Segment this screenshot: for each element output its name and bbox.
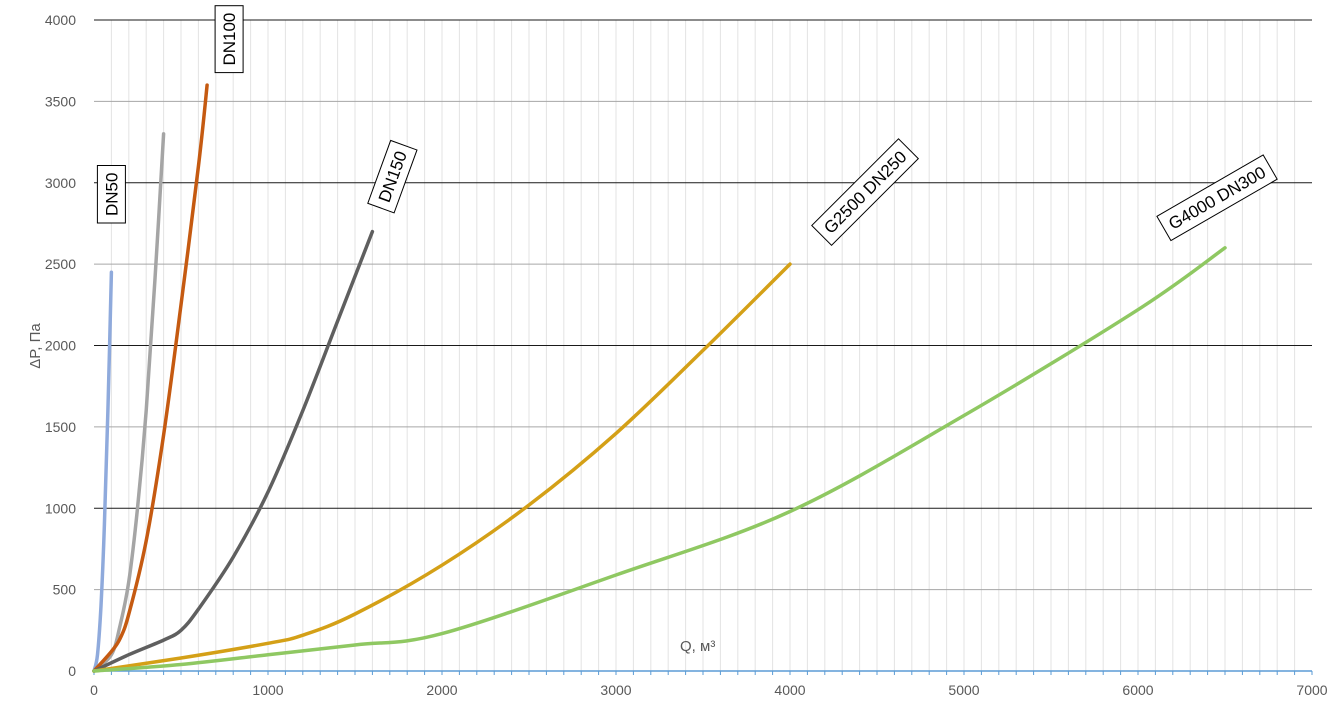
x-tick-label: 2000 — [426, 682, 457, 698]
series-label-box — [367, 139, 418, 214]
series-label-g4000-dn300: G4000 DN300 — [1156, 154, 1278, 242]
series-label-box — [214, 5, 244, 74]
x-tick-label: 6000 — [1122, 682, 1153, 698]
y-tick-label: 2500 — [45, 256, 76, 272]
series-label-text: DN50 — [102, 173, 121, 216]
series-label-text: DN100 — [220, 13, 239, 66]
series-label-box — [96, 165, 126, 224]
series-label-text: G2500 DN250 — [820, 147, 910, 237]
series-line-dn100 — [92, 83, 209, 673]
y-tick-label: 500 — [53, 582, 77, 598]
series-line-dn150 — [92, 229, 375, 673]
x-axis-title: Q, м³ — [680, 638, 715, 655]
y-tick-label: 0 — [68, 663, 76, 679]
x-tick-label: 7000 — [1296, 682, 1327, 698]
series-line-dn50 — [92, 270, 114, 673]
y-tick-label: 3500 — [45, 93, 76, 109]
y-tick-label: 1500 — [45, 419, 76, 435]
x-tick-label: 0 — [90, 682, 98, 698]
x-tick-label: 4000 — [774, 682, 805, 698]
series-label-g2500-dn250: G2500 DN250 — [811, 138, 920, 247]
series-label-box — [1156, 154, 1278, 242]
series-label-dn50: DN50 — [96, 165, 126, 224]
series-label-box — [811, 138, 920, 247]
x-tick-label: 5000 — [948, 682, 979, 698]
y-axis-title: ΔP, Па — [27, 323, 44, 369]
x-tick-label: 3000 — [600, 682, 631, 698]
series-line-g4000-dn300 — [92, 246, 1227, 673]
series-label-dn150: DN150 — [367, 139, 418, 214]
y-tick-label: 3000 — [45, 175, 76, 191]
y-tick-label: 1000 — [45, 500, 76, 516]
series-line-g2500-dn250 — [92, 262, 792, 673]
y-tick-label: 2000 — [45, 338, 76, 354]
series-lines — [92, 83, 1227, 673]
grid — [94, 19, 1312, 671]
y-tick-label: 4000 — [45, 12, 76, 28]
x-tick-label: 1000 — [252, 682, 283, 698]
axes: 0 1000 2000 3000 4000 5000 6000 7000 0 500 1000 150… — [45, 12, 1328, 698]
series-label-text: G4000 DN300 — [1165, 163, 1269, 234]
series-label-dn100: DN100 — [214, 5, 244, 74]
